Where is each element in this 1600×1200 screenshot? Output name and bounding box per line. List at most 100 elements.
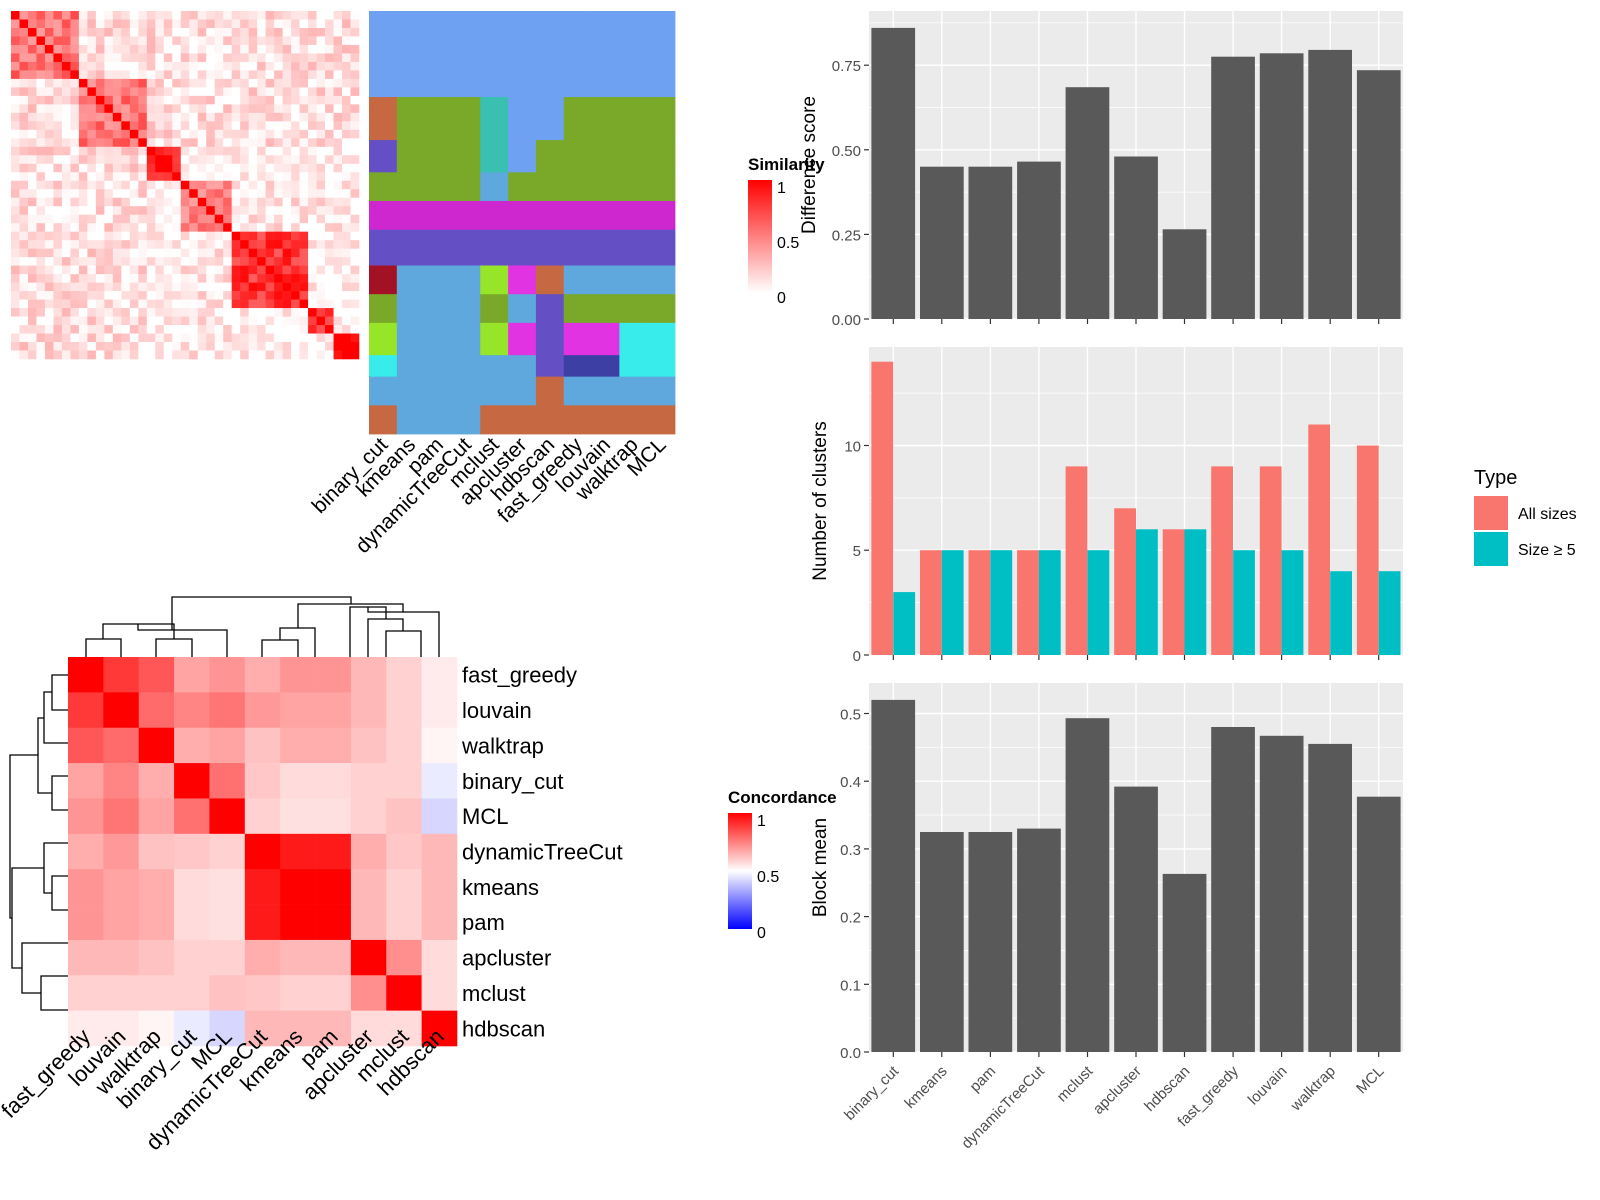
similarity-cell [180, 104, 190, 114]
similarity-cell [95, 316, 105, 326]
type-legend-label-all-sizes: All sizes [1518, 506, 1577, 523]
similarity-cell [11, 180, 20, 190]
similarity-cell [78, 308, 88, 317]
similarity-cell [11, 342, 20, 351]
similarity-cell [282, 104, 292, 114]
cluster-label-cell [647, 140, 676, 173]
similarity-cell [70, 342, 80, 351]
similarity-cell [265, 180, 275, 190]
similarity-cell [350, 342, 360, 351]
similarity-cell [138, 155, 148, 165]
similarity-cell [189, 350, 199, 360]
similarity-cell [316, 350, 326, 360]
similarity-cell [240, 70, 249, 80]
similarity-cell [27, 44, 37, 54]
similarity-cell [325, 282, 334, 292]
similarity-cell [189, 53, 199, 63]
similarity-cell [333, 248, 343, 258]
similarity-cell [53, 87, 63, 97]
similarity-cell [44, 104, 54, 114]
cluster-label-cell [647, 355, 676, 378]
similarity-cell [240, 282, 249, 292]
similarity-cell [163, 206, 173, 216]
similarity-cell [257, 189, 266, 199]
cluster-label-cell [563, 376, 592, 406]
concordance-cell [103, 833, 140, 870]
similarity-cell [206, 121, 216, 131]
similarity-cell [95, 240, 105, 249]
similarity-cell [325, 308, 334, 317]
similarity-cell [27, 257, 37, 266]
concordance-cell [68, 939, 104, 976]
similarity-cell [180, 121, 190, 131]
similarity-cell [155, 87, 165, 97]
similarity-cell [87, 257, 97, 266]
similarity-cell [299, 299, 309, 309]
similarity-cell [44, 223, 54, 232]
similarity-cell [189, 180, 199, 190]
similarity-cell [350, 36, 360, 46]
similarity-cell [44, 206, 54, 216]
similarity-cell [316, 197, 326, 207]
similarity-cell [61, 299, 71, 309]
similarity-cell [206, 265, 216, 275]
cluster-label-cell [619, 405, 648, 435]
cluster-label-cell [591, 140, 620, 173]
similarity-cell [257, 299, 266, 309]
similarity-cell [316, 87, 326, 97]
similarity-cell [163, 333, 173, 343]
similarity-cell [180, 214, 190, 224]
cluster-label-cell [480, 265, 509, 295]
similarity-cell [248, 19, 258, 29]
similarity-cell [121, 265, 131, 275]
similarity-cell [53, 257, 63, 266]
similarity-cell [70, 78, 80, 88]
similarity-cell [121, 121, 131, 131]
similarity-cell [240, 231, 249, 241]
similarity-cell [155, 44, 165, 54]
similarity-cell [155, 308, 165, 317]
similarity-cell [333, 325, 343, 334]
similarity-cell [316, 155, 326, 165]
similarity-cell [61, 206, 71, 216]
y-tick-label: 0.2 [840, 910, 861, 927]
similarity-cell [155, 180, 165, 190]
similarity-cell [248, 112, 258, 122]
similarity-cell [19, 350, 29, 360]
similarity-cell [189, 36, 199, 46]
similarity-cell [223, 291, 232, 300]
cluster-label-cell [480, 229, 509, 266]
similarity-cell [291, 11, 300, 20]
similarity-cell [282, 299, 292, 309]
similarity-cell [78, 121, 88, 131]
similarity-cell [36, 146, 46, 156]
similarity-cell [333, 274, 343, 283]
similarity-cell [180, 308, 190, 317]
similarity-cell [206, 180, 216, 190]
similarity-cell [231, 163, 241, 173]
similarity-cell [104, 27, 114, 37]
similarity-cell [214, 316, 224, 326]
cluster-label-cell [369, 265, 398, 295]
similarity-cell [53, 282, 63, 292]
similarity-cell [70, 189, 80, 199]
similarity-cell [95, 61, 105, 71]
similarity-cell [44, 163, 54, 173]
similarity-cell [257, 257, 266, 266]
similarity-cell [231, 206, 241, 216]
similarity-cell [299, 265, 309, 275]
similarity-cell [155, 316, 165, 326]
similarity-cell [197, 342, 207, 351]
similarity-cell [350, 11, 360, 20]
similarity-cell [333, 282, 343, 292]
similarity-cell [299, 240, 309, 249]
similarity-cell [155, 274, 165, 283]
similarity-cell [333, 308, 343, 317]
x-tick-label: louvain [1245, 1063, 1291, 1109]
similarity-cell [138, 274, 148, 283]
similarity-cell [333, 189, 343, 199]
similarity-cell [214, 78, 224, 88]
similarity-cell [36, 53, 46, 63]
similarity-legend-tick-high: 1 [777, 180, 786, 197]
